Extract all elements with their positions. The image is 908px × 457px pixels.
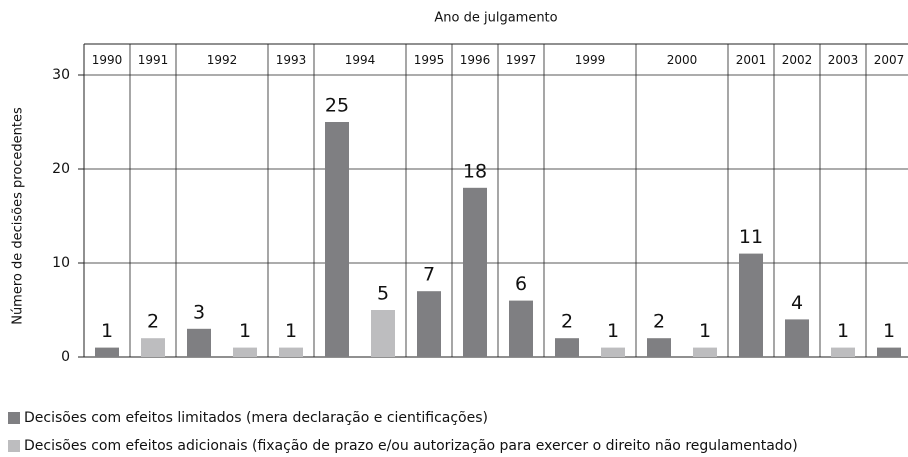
bar [647,338,671,357]
value-label: 1 [101,320,113,342]
bar [141,338,165,357]
value-label: 1 [883,320,895,342]
bar [371,310,395,357]
x-tick-label: 2003 [828,53,859,67]
value-label: 1 [285,320,297,342]
x-tick-label: 1990 [92,53,123,67]
x-tick-label: 2001 [736,53,767,67]
value-label: 5 [377,283,389,305]
x-tick-label: 2002 [782,53,813,67]
bar [509,300,533,357]
bar [187,328,211,357]
x-tick-label: 1994 [345,53,376,67]
value-label: 1 [607,320,619,342]
x-tick-label: 1996 [460,53,491,67]
bar [279,347,303,357]
x-tick-label: 1993 [276,53,307,67]
bar [233,347,257,357]
value-label: 2 [147,311,159,333]
bar [555,338,579,357]
x-tick-label: 1995 [414,53,445,67]
y-tick-label: 10 [52,255,70,271]
legend-label: Decisões com efeitos limitados (mera dec… [24,410,488,426]
value-label: 6 [515,273,527,295]
bar [95,347,119,357]
y-tick-label: 0 [61,349,70,365]
legend-label: Decisões com efeitos adicionais (fixação… [24,438,798,454]
x-tick-label: 2000 [667,53,698,67]
value-label: 18 [463,160,487,182]
value-label: 7 [423,264,435,286]
value-label: 1 [239,320,251,342]
chart-title: Ano de julgamento [434,11,557,26]
y-tick-label: 20 [52,161,70,177]
x-tick-label: 1991 [138,53,169,67]
legend-swatch [8,440,20,452]
bar [785,319,809,357]
legend-swatch [8,412,20,424]
value-label: 2 [561,311,573,333]
y-tick-label: 30 [52,67,70,83]
value-label: 3 [193,301,205,323]
value-label: 2 [653,311,665,333]
value-label: 4 [791,292,803,314]
value-label: 1 [699,320,711,342]
x-tick-label: 1999 [575,53,606,67]
bar [417,291,441,357]
x-tick-label: 2007 [874,53,905,67]
bar [831,347,855,357]
value-label: 11 [739,226,763,248]
x-tick-label: 1997 [506,53,537,67]
value-label: 25 [325,95,349,117]
bar [877,347,901,357]
bar [739,253,763,357]
x-tick-label: 1992 [207,53,238,67]
bar [463,187,487,357]
bar [325,122,349,357]
value-label: 1 [837,320,849,342]
bar [693,347,717,357]
bar [601,347,625,357]
y-axis-label: Número de decisões procedentes [11,107,26,325]
